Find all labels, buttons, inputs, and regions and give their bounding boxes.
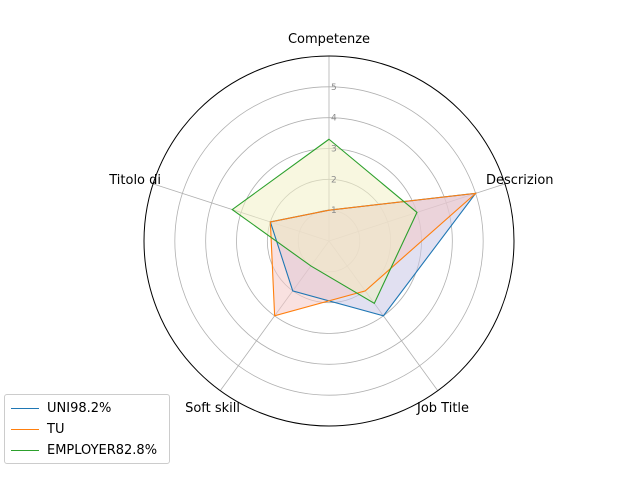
legend-swatch-employer (11, 450, 39, 451)
radial-tick-3: 3 (331, 145, 337, 155)
radial-tick-2: 2 (331, 175, 337, 185)
legend-item-employer: EMPLOYER82.8% (11, 440, 163, 461)
legend-label-employer: EMPLOYER82.8% (47, 443, 158, 458)
outer-frame (143, 55, 515, 427)
radial-tick-5: 5 (331, 83, 337, 93)
legend-swatch-tu (11, 429, 39, 430)
axis-label-2: Job Title (416, 401, 469, 416)
radial-tick-1: 1 (331, 206, 337, 216)
series-line-2 (231, 138, 418, 305)
legend-label-tu: TU (47, 422, 65, 437)
axis-label-1: Descrizion (486, 173, 554, 188)
legend: UNI98.2% TU EMPLOYER82.8% (4, 394, 170, 464)
radial-tick-4: 4 (331, 114, 337, 124)
axis-label-3: Soft skill (185, 401, 240, 416)
axis-label-0: Competenze (288, 32, 370, 47)
legend-item-tu: TU (11, 419, 163, 440)
legend-swatch-uni (11, 408, 39, 409)
series-line-1 (269, 192, 478, 317)
axis-label-4: Titolo di (108, 173, 161, 188)
legend-label-uni: UNI98.2% (47, 401, 112, 416)
legend-item-uni: UNI98.2% (11, 398, 163, 419)
series-area-2 (232, 139, 417, 304)
